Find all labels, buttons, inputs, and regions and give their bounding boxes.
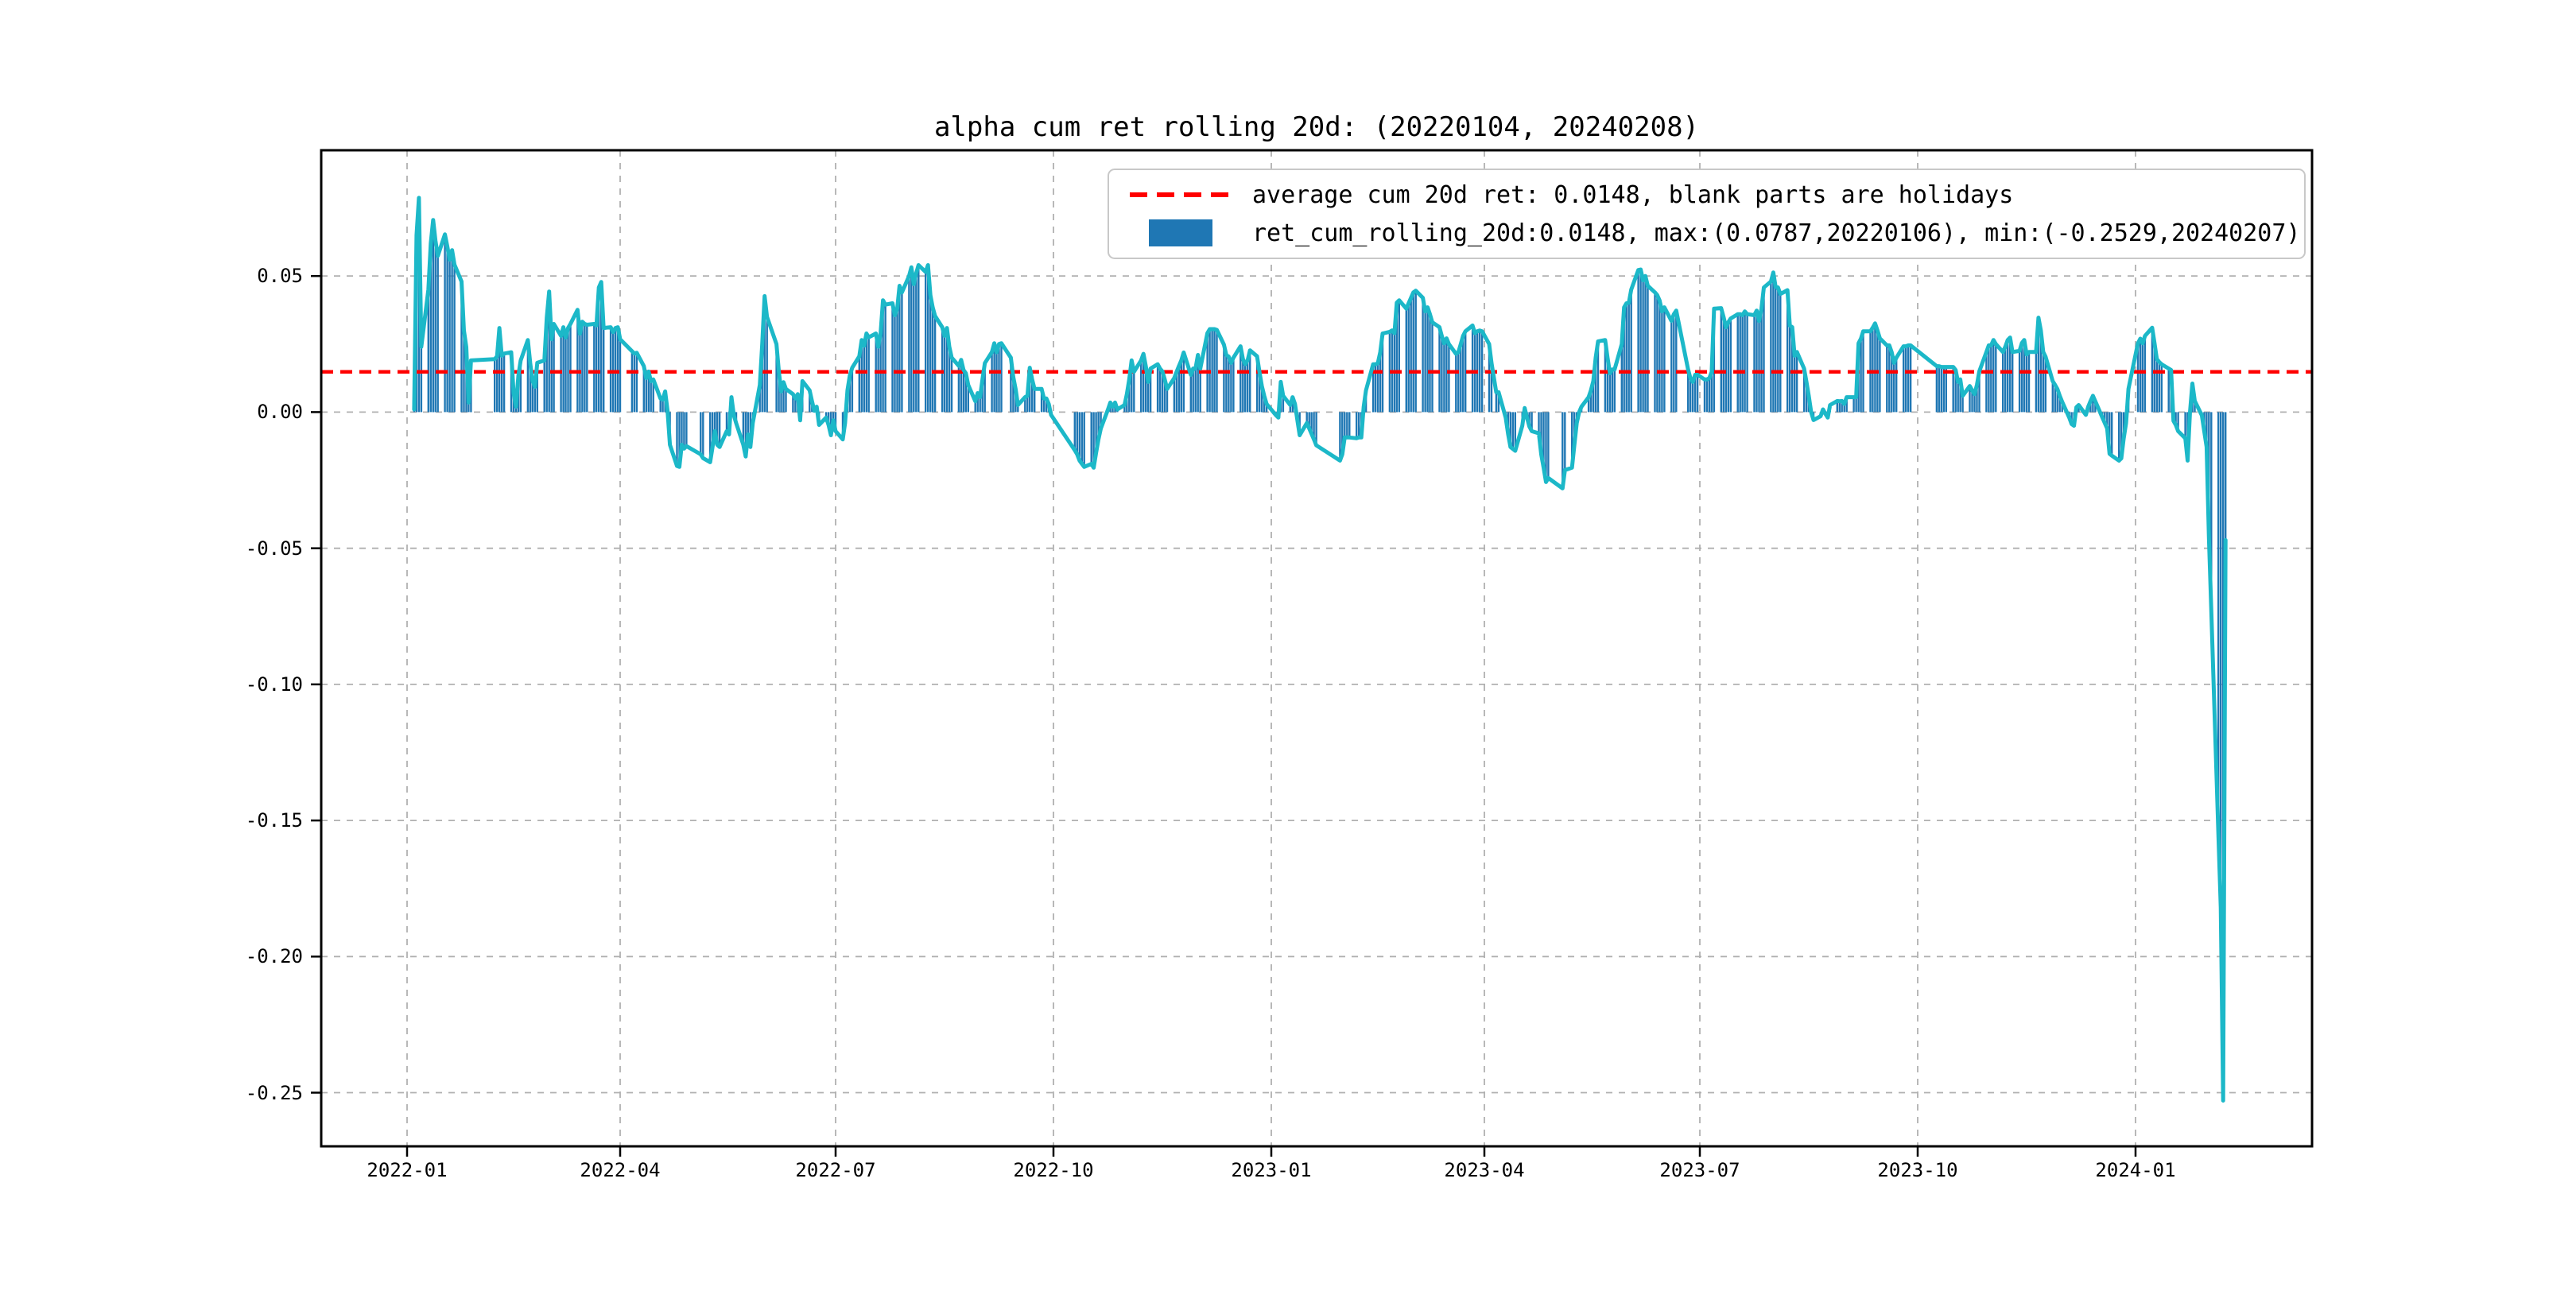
x-tick-label: 2023-01 (1231, 1159, 1312, 1181)
x-tick-label: 2024-01 (2095, 1159, 2176, 1181)
y-tick-label: 0.00 (257, 401, 303, 423)
chart-title: alpha cum ret rolling 20d: (20220104, 20… (933, 111, 1700, 143)
legend-label-average: average cum 20d ret: 0.0148, blank parts… (1252, 180, 2014, 209)
legend: average cum 20d ret: 0.0148, blank parts… (1108, 169, 2306, 259)
x-tick-label: 2022-01 (367, 1159, 448, 1181)
series-patch-icon (1149, 219, 1212, 246)
x-tick-label: 2022-07 (795, 1159, 876, 1181)
legend-patch-sample (1128, 219, 1233, 246)
legend-entry-average: average cum 20d ret: 0.0148, blank parts… (1109, 176, 2304, 214)
y-tick-label: -0.20 (245, 945, 303, 967)
y-tick-label: -0.10 (245, 673, 303, 696)
y-tick-label: 0.05 (257, 265, 303, 287)
red-dash-icon (1130, 192, 1232, 197)
legend-dashed-line-sample (1128, 191, 1233, 199)
x-tick-label: 2023-10 (1877, 1159, 1958, 1181)
x-tick-label: 2023-04 (1444, 1159, 1525, 1181)
legend-entry-series: ret_cum_rolling_20d:0.0148, max:(0.0787,… (1109, 214, 2304, 252)
x-tick-label: 2022-04 (580, 1159, 661, 1181)
x-tick-label: 2022-10 (1013, 1159, 1094, 1181)
x-tick-label: 2023-07 (1659, 1159, 1740, 1181)
y-tick-label: -0.25 (245, 1082, 303, 1104)
y-tick-label: -0.05 (245, 537, 303, 560)
y-tick-label: -0.15 (245, 809, 303, 832)
legend-label-series: ret_cum_rolling_20d:0.0148, max:(0.0787,… (1252, 219, 2301, 247)
